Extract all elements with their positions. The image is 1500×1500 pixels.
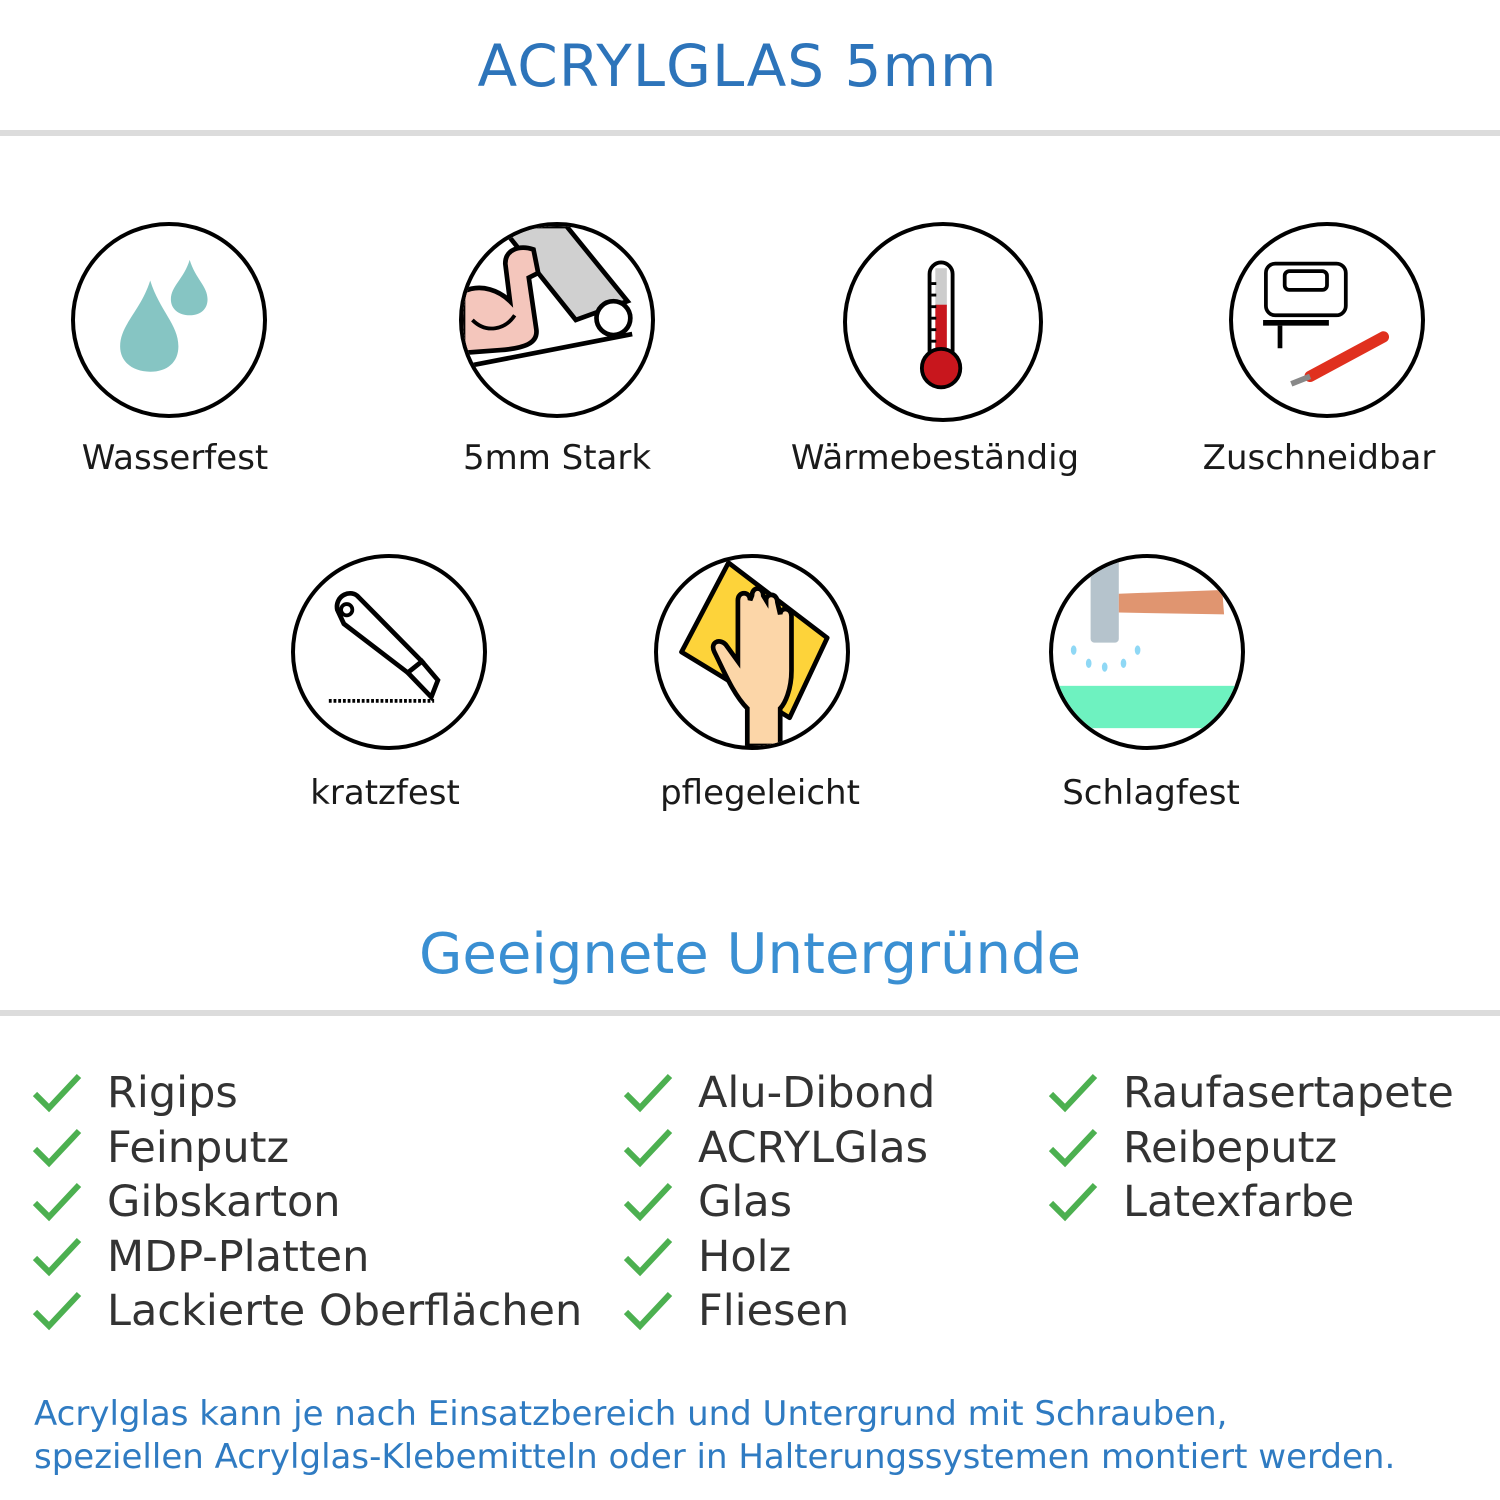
divider — [0, 1010, 1500, 1016]
cutter-knife-icon — [291, 554, 487, 750]
surface-label: Lackierte Oberflächen — [107, 1286, 583, 1336]
page-title: ACRYLGLAS 5mm — [477, 32, 998, 100]
feature-label-waermebestaendig: Wärmebeständig — [790, 438, 1080, 478]
surface-label: Glas — [698, 1177, 793, 1227]
surface-item: Holz — [623, 1232, 791, 1282]
surface-label: Latexfarbe — [1123, 1177, 1355, 1227]
surface-label: Holz — [698, 1231, 792, 1282]
surface-item: Fliesen — [623, 1286, 849, 1336]
hand-cleaning-cloth-icon — [654, 554, 850, 750]
check-icon — [32, 1073, 82, 1113]
check-icon — [623, 1073, 673, 1113]
surface-item: Raufasertapete — [1048, 1068, 1454, 1118]
footer-note: Acrylglas kann je nach Einsatzbereich un… — [34, 1393, 1395, 1479]
check-icon — [623, 1237, 673, 1276]
feature-label-5mm-stark: 5mm Stark — [462, 438, 652, 478]
footer-line-2: speziellen Acrylglas-Klebemitteln oder i… — [34, 1437, 1396, 1477]
check-icon — [1048, 1182, 1098, 1222]
feature-label-schlagfest: Schlagfest — [1062, 773, 1240, 813]
check-icon — [623, 1182, 673, 1222]
check-icon — [32, 1182, 82, 1222]
surface-label: Reibeputz — [1123, 1122, 1338, 1173]
surface-item: Lackierte Oberflächen — [32, 1286, 582, 1336]
water-drops-icon — [71, 222, 267, 418]
feature-label-zuschneidbar: Zuschneidbar — [1202, 438, 1436, 478]
surface-label: Gibskarton — [107, 1177, 341, 1227]
jigsaw-cutter-icon — [1229, 222, 1425, 418]
surface-item: Gibskarton — [32, 1177, 341, 1227]
surface-item: ACRYLGlas — [623, 1123, 928, 1173]
feature-label-kratzfest: kratzfest — [310, 773, 460, 813]
strong-arm-icon — [459, 222, 655, 418]
check-icon — [32, 1128, 82, 1167]
surfaces-title: Geeignete Untergründe — [418, 922, 1082, 987]
divider — [0, 130, 1500, 136]
check-icon — [1048, 1073, 1098, 1113]
feature-label-pflegeleicht: pflegeleicht — [660, 773, 860, 813]
surface-label: Raufasertapete — [1123, 1068, 1454, 1118]
surface-item: Reibeputz — [1048, 1123, 1337, 1173]
surface-label: Alu-Dibond — [698, 1068, 936, 1118]
surface-item: Alu-Dibond — [623, 1068, 935, 1118]
surface-label: Fliesen — [698, 1286, 850, 1336]
check-icon — [623, 1128, 673, 1167]
surface-item: Latexfarbe — [1048, 1177, 1354, 1227]
footer-line-1: Acrylglas kann je nach Einsatzbereich un… — [34, 1394, 1228, 1434]
check-icon — [1048, 1128, 1098, 1167]
surface-label: Rigips — [107, 1068, 238, 1118]
surface-label: Feinputz — [107, 1122, 290, 1173]
check-icon — [623, 1291, 673, 1331]
surface-item: MDP-Platten — [32, 1232, 369, 1282]
check-icon — [32, 1237, 82, 1276]
check-icon — [32, 1291, 82, 1331]
surface-label: ACRYLGlas — [698, 1122, 929, 1173]
surface-item: Feinputz — [32, 1123, 289, 1173]
thermometer-icon — [843, 222, 1043, 422]
hammer-impact-icon — [1049, 554, 1245, 750]
surface-item: Glas — [623, 1177, 792, 1227]
surface-item: Rigips — [32, 1068, 238, 1118]
feature-label-wasserfest: Wasserfest — [81, 438, 269, 478]
surface-label: MDP-Platten — [107, 1231, 370, 1282]
